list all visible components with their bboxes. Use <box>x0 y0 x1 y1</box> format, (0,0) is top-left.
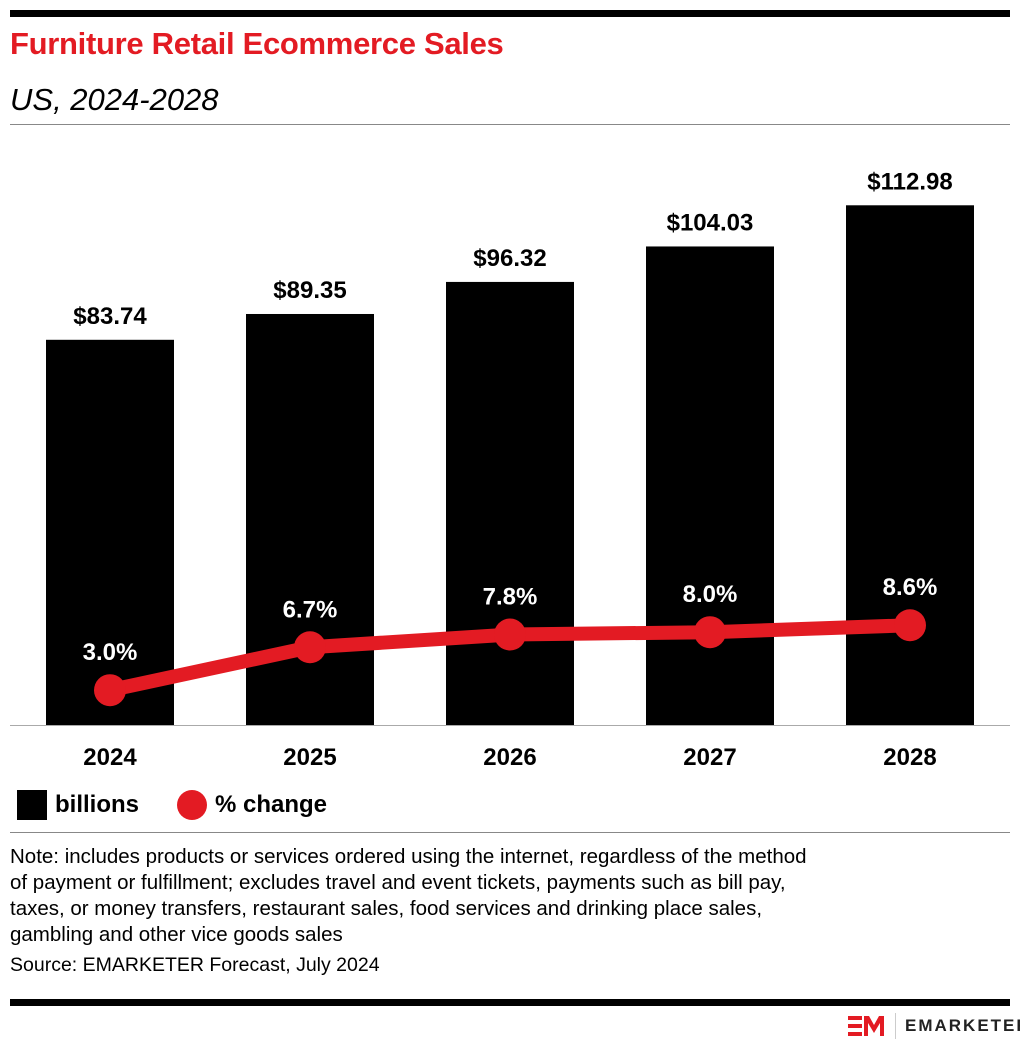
chart-title: Furniture Retail Ecommerce Sales <box>10 26 504 61</box>
bar-value-label: $96.32 <box>473 245 546 272</box>
line-value-label: 8.6% <box>883 574 938 601</box>
line-point <box>894 609 926 642</box>
line-point <box>494 618 526 651</box>
brand-name: EMARKETER <box>905 1016 1020 1035</box>
divider <box>10 832 1010 833</box>
bottom-border <box>10 999 1010 1006</box>
line-value-label: 3.0% <box>83 639 138 666</box>
chart-plot: $83.74 2024 $89.35 2025 $96.32 2026 $104.03 202… <box>10 168 1010 771</box>
chart-subtitle: US, 2024-2028 <box>10 82 219 117</box>
source: Source: EMARKETER Forecast, July 2024 <box>10 954 380 976</box>
line-value-label: 7.8% <box>483 584 538 611</box>
legend-line: % change <box>177 790 327 820</box>
line-value-label: 6.7% <box>283 596 338 623</box>
legend-line-swatch <box>177 790 207 820</box>
x-tick-label: 2027 <box>683 744 736 771</box>
line-value-label: 8.0% <box>683 581 738 608</box>
note-line: Note: includes products or services orde… <box>10 845 807 868</box>
brand-logo: EMARKETER <box>848 1013 1020 1039</box>
divider <box>10 124 1010 125</box>
note-line: taxes, or money transfers, restaurant sa… <box>10 897 763 920</box>
em-logo-icon <box>848 1016 884 1036</box>
legend-line-label: % change <box>215 791 328 818</box>
bar <box>646 246 774 725</box>
note-line: gambling and other vice goods sales <box>10 923 343 946</box>
bar-value-label: $112.98 <box>867 168 952 195</box>
bar-value-label: $104.03 <box>667 209 754 236</box>
bar-value-label: $89.35 <box>273 277 346 304</box>
line-point <box>294 631 326 664</box>
line-point <box>94 674 126 707</box>
top-border <box>10 10 1010 17</box>
legend-bars: billions <box>17 790 139 820</box>
legend-bar-swatch <box>17 790 47 820</box>
bar <box>446 281 574 725</box>
note: Note: includes products or services orde… <box>10 844 807 978</box>
line-point <box>694 616 726 649</box>
x-tick-label: 2025 <box>283 744 336 771</box>
bar <box>846 205 974 725</box>
x-tick-label: 2028 <box>883 744 936 771</box>
bar <box>46 339 174 725</box>
logo-divider <box>895 1013 896 1039</box>
note-line: of payment or fulfillment; excludes trav… <box>10 871 786 894</box>
bar-value-label: $83.74 <box>73 303 147 330</box>
x-tick-label: 2024 <box>83 744 137 771</box>
x-tick-label: 2026 <box>483 744 536 771</box>
legend-bars-label: billions <box>55 791 139 818</box>
